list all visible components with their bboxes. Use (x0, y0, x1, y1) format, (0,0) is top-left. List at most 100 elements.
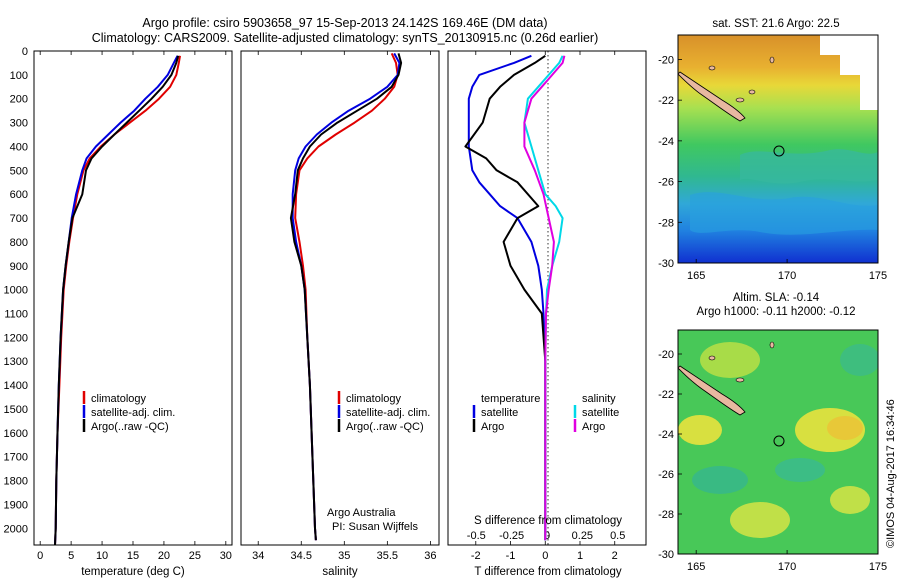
x-tick-label: 34 (252, 550, 264, 562)
map-y-tick-label: -22 (658, 389, 674, 401)
sla-map-panel: Altim. SLA: -0.14 Argo h1000: -0.11 h200… (658, 292, 887, 573)
salinity-xlabel: salinity (322, 566, 357, 578)
sla-float-marker (773, 435, 785, 447)
map-y-tick-label: -22 (658, 95, 674, 107)
temperature-panel: 0 5 10 15 20 25 30 temperature (deg C) climato… (33, 50, 233, 578)
depth-tick-label: 1300 (4, 356, 28, 368)
sst-field (678, 35, 878, 263)
x-top-tick-label: -0.5 (467, 530, 486, 542)
salinity-series (289, 52, 403, 541)
map-y-tick-label: -24 (658, 136, 674, 148)
x-top-tick-label: 0 (544, 530, 550, 542)
legend-label-argo: Argo(..raw -QC) (91, 421, 169, 433)
legend-group-salinity: salinity (582, 393, 616, 405)
difference-legend: temperature salinity satellite Argo sate… (472, 393, 619, 433)
sst-float-marker (773, 145, 785, 157)
depth-tick-label: 600 (10, 189, 28, 201)
sst-map-frame (677, 34, 879, 264)
map-y-tick-label: -30 (658, 258, 674, 270)
legend-label-s-satellite: satellite (582, 407, 619, 419)
legend-label-climatology: climatology (346, 393, 402, 405)
depth-tick-label: 1600 (4, 428, 28, 440)
annotation-pi: PI: Susan Wijffels (332, 521, 418, 533)
x-tick-label: 15 (127, 550, 139, 562)
temperature-legend: climatology satellite-adj. clim. Argo(..… (82, 391, 175, 433)
map-y-tick-label: -28 (658, 509, 674, 521)
depth-tick-label: 1900 (4, 499, 28, 511)
sst-map-ticks: 165 170 175 -20 -22 -24 -26 -28 -30 (658, 54, 887, 282)
x-tick-label: 30 (220, 550, 232, 562)
map-y-tick-label: -26 (658, 469, 674, 481)
map-y-tick-label: -24 (658, 429, 674, 441)
series-argo (289, 53, 403, 541)
legend-group-temperature: temperature (481, 393, 540, 405)
legend-label-t-satellite: satellite (481, 407, 518, 419)
x-top-tick-label: 0.5 (610, 530, 625, 542)
temperature-x-ticks: 0 5 10 15 20 25 30 (37, 51, 232, 562)
sla-map-subtitle: Argo h1000: -0.11 h2000: -0.12 (697, 306, 856, 318)
salinity-plot-frame (240, 50, 440, 546)
x-tick-label: 35.5 (377, 550, 398, 562)
map-x-tick-label: 175 (869, 270, 887, 282)
x-tick-label: 10 (96, 550, 108, 562)
x-tick-label: 25 (189, 550, 201, 562)
x-tick-label: 1 (577, 550, 583, 562)
series-argo (54, 55, 180, 546)
x-tick-label: -2 (471, 550, 481, 562)
map-x-tick-label: 165 (687, 270, 705, 282)
temperature-series (54, 55, 181, 546)
salinity-legend: climatology satellite-adj. clim. Argo(..… (337, 391, 430, 433)
x-tick-label: 35 (338, 550, 350, 562)
depth-tick-label: 1000 (4, 285, 28, 297)
legend-label-climatology: climatology (91, 393, 147, 405)
series-s-argo (523, 55, 566, 541)
map-y-tick-label: -28 (658, 217, 674, 229)
x-tick-label: 0 (37, 550, 43, 562)
x-top-tick-label: 0.25 (572, 530, 593, 542)
sla-map-frame (677, 329, 879, 555)
map-y-tick-label: -30 (658, 549, 674, 561)
legend-label-s-argo: Argo (582, 421, 605, 433)
map-x-tick-label: 170 (778, 561, 796, 573)
difference-xlabel: T difference from climatology (474, 566, 621, 578)
depth-tick-label: 400 (10, 141, 28, 153)
legend-label-t-argo: Argo (481, 421, 504, 433)
map-x-tick-label: 175 (869, 561, 887, 573)
x-tick-label: -1 (506, 550, 516, 562)
x-tick-label: 20 (158, 550, 170, 562)
sla-map-ticks: 165 170 175 -20 -22 -24 -26 -28 -30 (658, 349, 887, 573)
temperature-plot-frame (33, 50, 233, 546)
depth-tick-label: 1400 (4, 380, 28, 392)
temperature-xlabel: temperature (deg C) (81, 566, 185, 578)
figure-title-line1: Argo profile: csiro 5903658_97 15-Sep-20… (142, 16, 547, 30)
sla-map-title: Altim. SLA: -0.14 (733, 292, 820, 304)
depth-tick-label: 0 (22, 46, 28, 58)
difference-series (464, 54, 566, 541)
x-tick-label: 2 (612, 550, 618, 562)
depth-tick-label: 500 (10, 165, 28, 177)
imos-credit: ©IMOS 04-Aug-2017 16:34:46 (885, 399, 897, 548)
legend-label-satellite: satellite-adj. clim. (346, 407, 430, 419)
map-x-tick-label: 165 (687, 561, 705, 573)
x-tick-label: 5 (68, 550, 74, 562)
depth-tick-label: 800 (10, 237, 28, 249)
x-tick-label: 34.5 (291, 550, 312, 562)
x-tick-label: 36 (424, 550, 436, 562)
depth-tick-label: 1500 (4, 404, 28, 416)
sla-field (678, 330, 878, 554)
legend-label-satellite: satellite-adj. clim. (91, 407, 175, 419)
depth-tick-label: 200 (10, 94, 28, 106)
x-top-tick-label: -0.25 (499, 530, 524, 542)
salinity-panel: 34 34.5 35 35.5 36 salinity climatology sate… (240, 50, 440, 578)
depth-tick-label: 1100 (4, 309, 28, 321)
salinity-x-ticks: 34 34.5 35 35.5 36 (252, 51, 437, 562)
depth-tick-label: 1200 (4, 332, 28, 344)
difference-x-ticks: -2 -1 0 1 2 -0.5 -0.25 0 0.25 0.5 (467, 51, 625, 562)
annotation-argo-australia: Argo Australia (327, 507, 396, 519)
figure-title-line2: Climatology: CARS2009. Satellite-adjuste… (92, 31, 599, 45)
depth-tick-label: 900 (10, 261, 28, 273)
map-y-tick-label: -20 (658, 54, 674, 66)
map-x-tick-label: 170 (778, 270, 796, 282)
depth-tick-label: 1800 (4, 476, 28, 488)
